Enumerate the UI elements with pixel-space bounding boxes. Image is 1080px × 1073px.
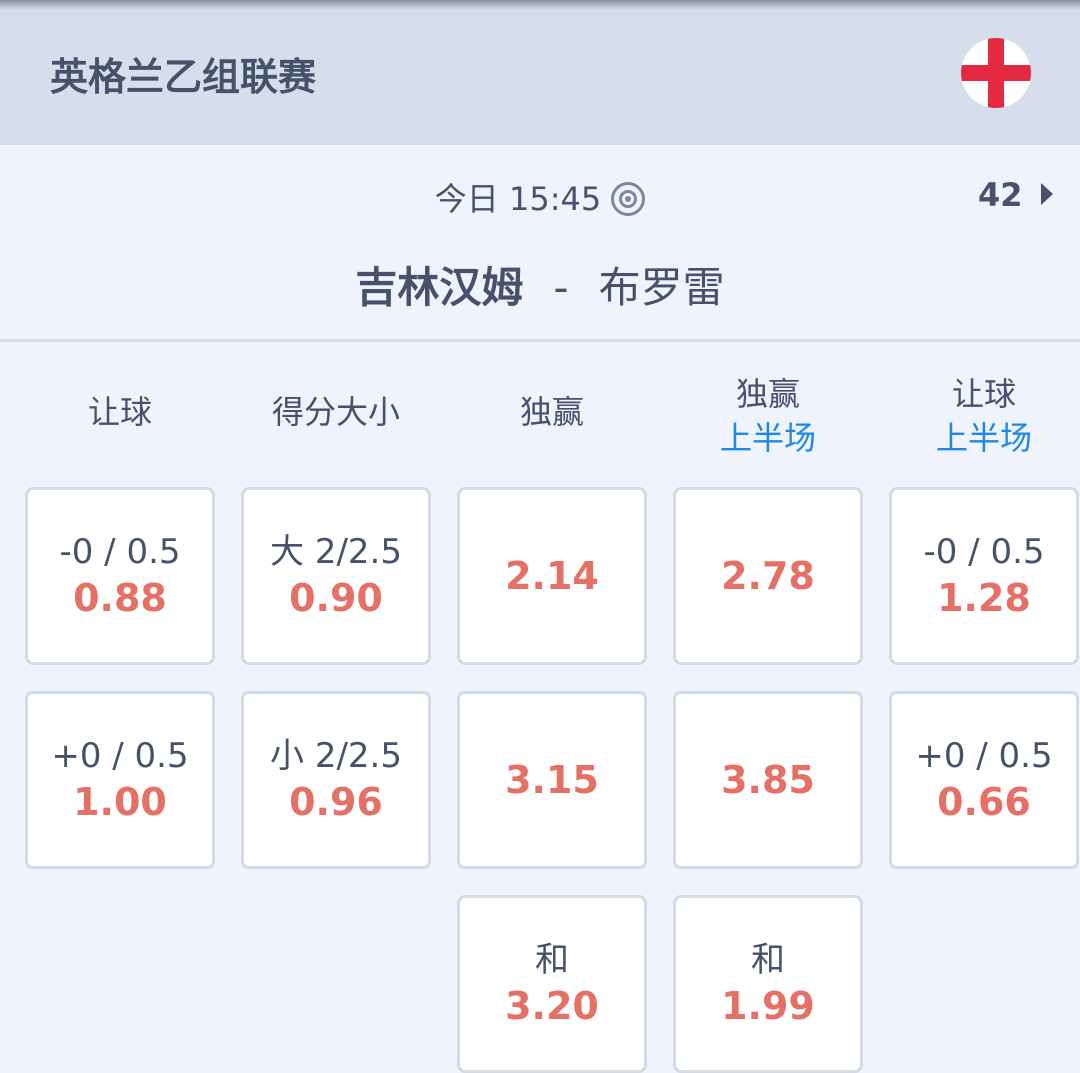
- odds-button[interactable]: 大 2/2.5 0.90: [241, 487, 431, 665]
- column-header: 独赢: [457, 390, 647, 434]
- odds-value: 0.96: [289, 780, 383, 824]
- home-team: 吉林汉姆: [355, 263, 524, 312]
- odds-button[interactable]: 小 2/2.5 0.96: [241, 691, 431, 869]
- column-title: 让球: [87, 393, 152, 431]
- odds-value: 0.66: [937, 780, 1031, 824]
- column-header: 独赢 上半场: [673, 372, 863, 460]
- odds-line: 和: [751, 940, 785, 980]
- live-target-icon: [611, 182, 646, 216]
- column-title: 独赢: [735, 375, 800, 413]
- odds-line: +0 / 0.5: [51, 736, 189, 776]
- more-markets-button[interactable]: 42: [978, 176, 1053, 214]
- odds-button[interactable]: 3.85: [673, 691, 863, 869]
- odds-value: 1.99: [721, 984, 815, 1028]
- england-flag-icon: [961, 38, 1031, 108]
- league-title: 英格兰乙组联赛: [50, 55, 317, 99]
- odds-line: 和: [535, 940, 569, 980]
- column-header: 得分大小: [241, 390, 431, 434]
- odds-value: 3.15: [505, 758, 599, 802]
- divider: [0, 339, 1080, 342]
- top-shadow: [0, 0, 1080, 10]
- odds-value: 2.14: [505, 554, 599, 598]
- column-title: 得分大小: [271, 393, 400, 431]
- more-count: 42: [978, 176, 1023, 214]
- odds-button[interactable]: 2.14: [457, 487, 647, 665]
- odds-button[interactable]: -0 / 0.5 0.88: [25, 487, 215, 665]
- odds-line: -0 / 0.5: [59, 532, 181, 572]
- column-subtitle: 上半场: [935, 419, 1032, 457]
- match-time: 今日 15:45: [0, 174, 1080, 220]
- league-header[interactable]: 英格兰乙组联赛: [0, 0, 1080, 145]
- chevron-right-icon: [1040, 183, 1053, 205]
- column-header: 让球 上半场: [889, 372, 1079, 460]
- odds-value: 0.90: [289, 576, 383, 620]
- team-separator: -: [553, 263, 569, 312]
- column-header: 让球: [25, 390, 215, 434]
- column-title: 独赢: [519, 393, 584, 431]
- odds-button[interactable]: 和 1.99: [673, 895, 863, 1073]
- odds-value: 1.28: [937, 576, 1031, 620]
- match-teams: 吉林汉姆 - 布罗雷: [0, 254, 1080, 315]
- odds-value: 2.78: [721, 554, 815, 598]
- odds-value: 1.00: [73, 780, 167, 824]
- column-subtitle: 上半场: [719, 419, 816, 457]
- odds-button[interactable]: 和 3.20: [457, 895, 647, 1073]
- odds-line: 大 2/2.5: [270, 532, 402, 572]
- odds-value: 3.85: [721, 758, 815, 802]
- odds-line: -0 / 0.5: [923, 532, 1045, 572]
- column-title: 让球: [951, 375, 1016, 413]
- odds-button[interactable]: 2.78: [673, 487, 863, 665]
- odds-value: 3.20: [505, 984, 599, 1028]
- odds-button[interactable]: +0 / 0.5 1.00: [25, 691, 215, 869]
- odds-line: +0 / 0.5: [915, 736, 1053, 776]
- odds-button[interactable]: -0 / 0.5 1.28: [889, 487, 1079, 665]
- odds-button[interactable]: 3.15: [457, 691, 647, 869]
- odds-value: 0.88: [73, 576, 167, 620]
- odds-line: 小 2/2.5: [270, 736, 402, 776]
- away-team: 布罗雷: [598, 263, 725, 312]
- odds-button[interactable]: +0 / 0.5 0.66: [889, 691, 1079, 869]
- match-time-text: 今日 15:45: [434, 180, 602, 218]
